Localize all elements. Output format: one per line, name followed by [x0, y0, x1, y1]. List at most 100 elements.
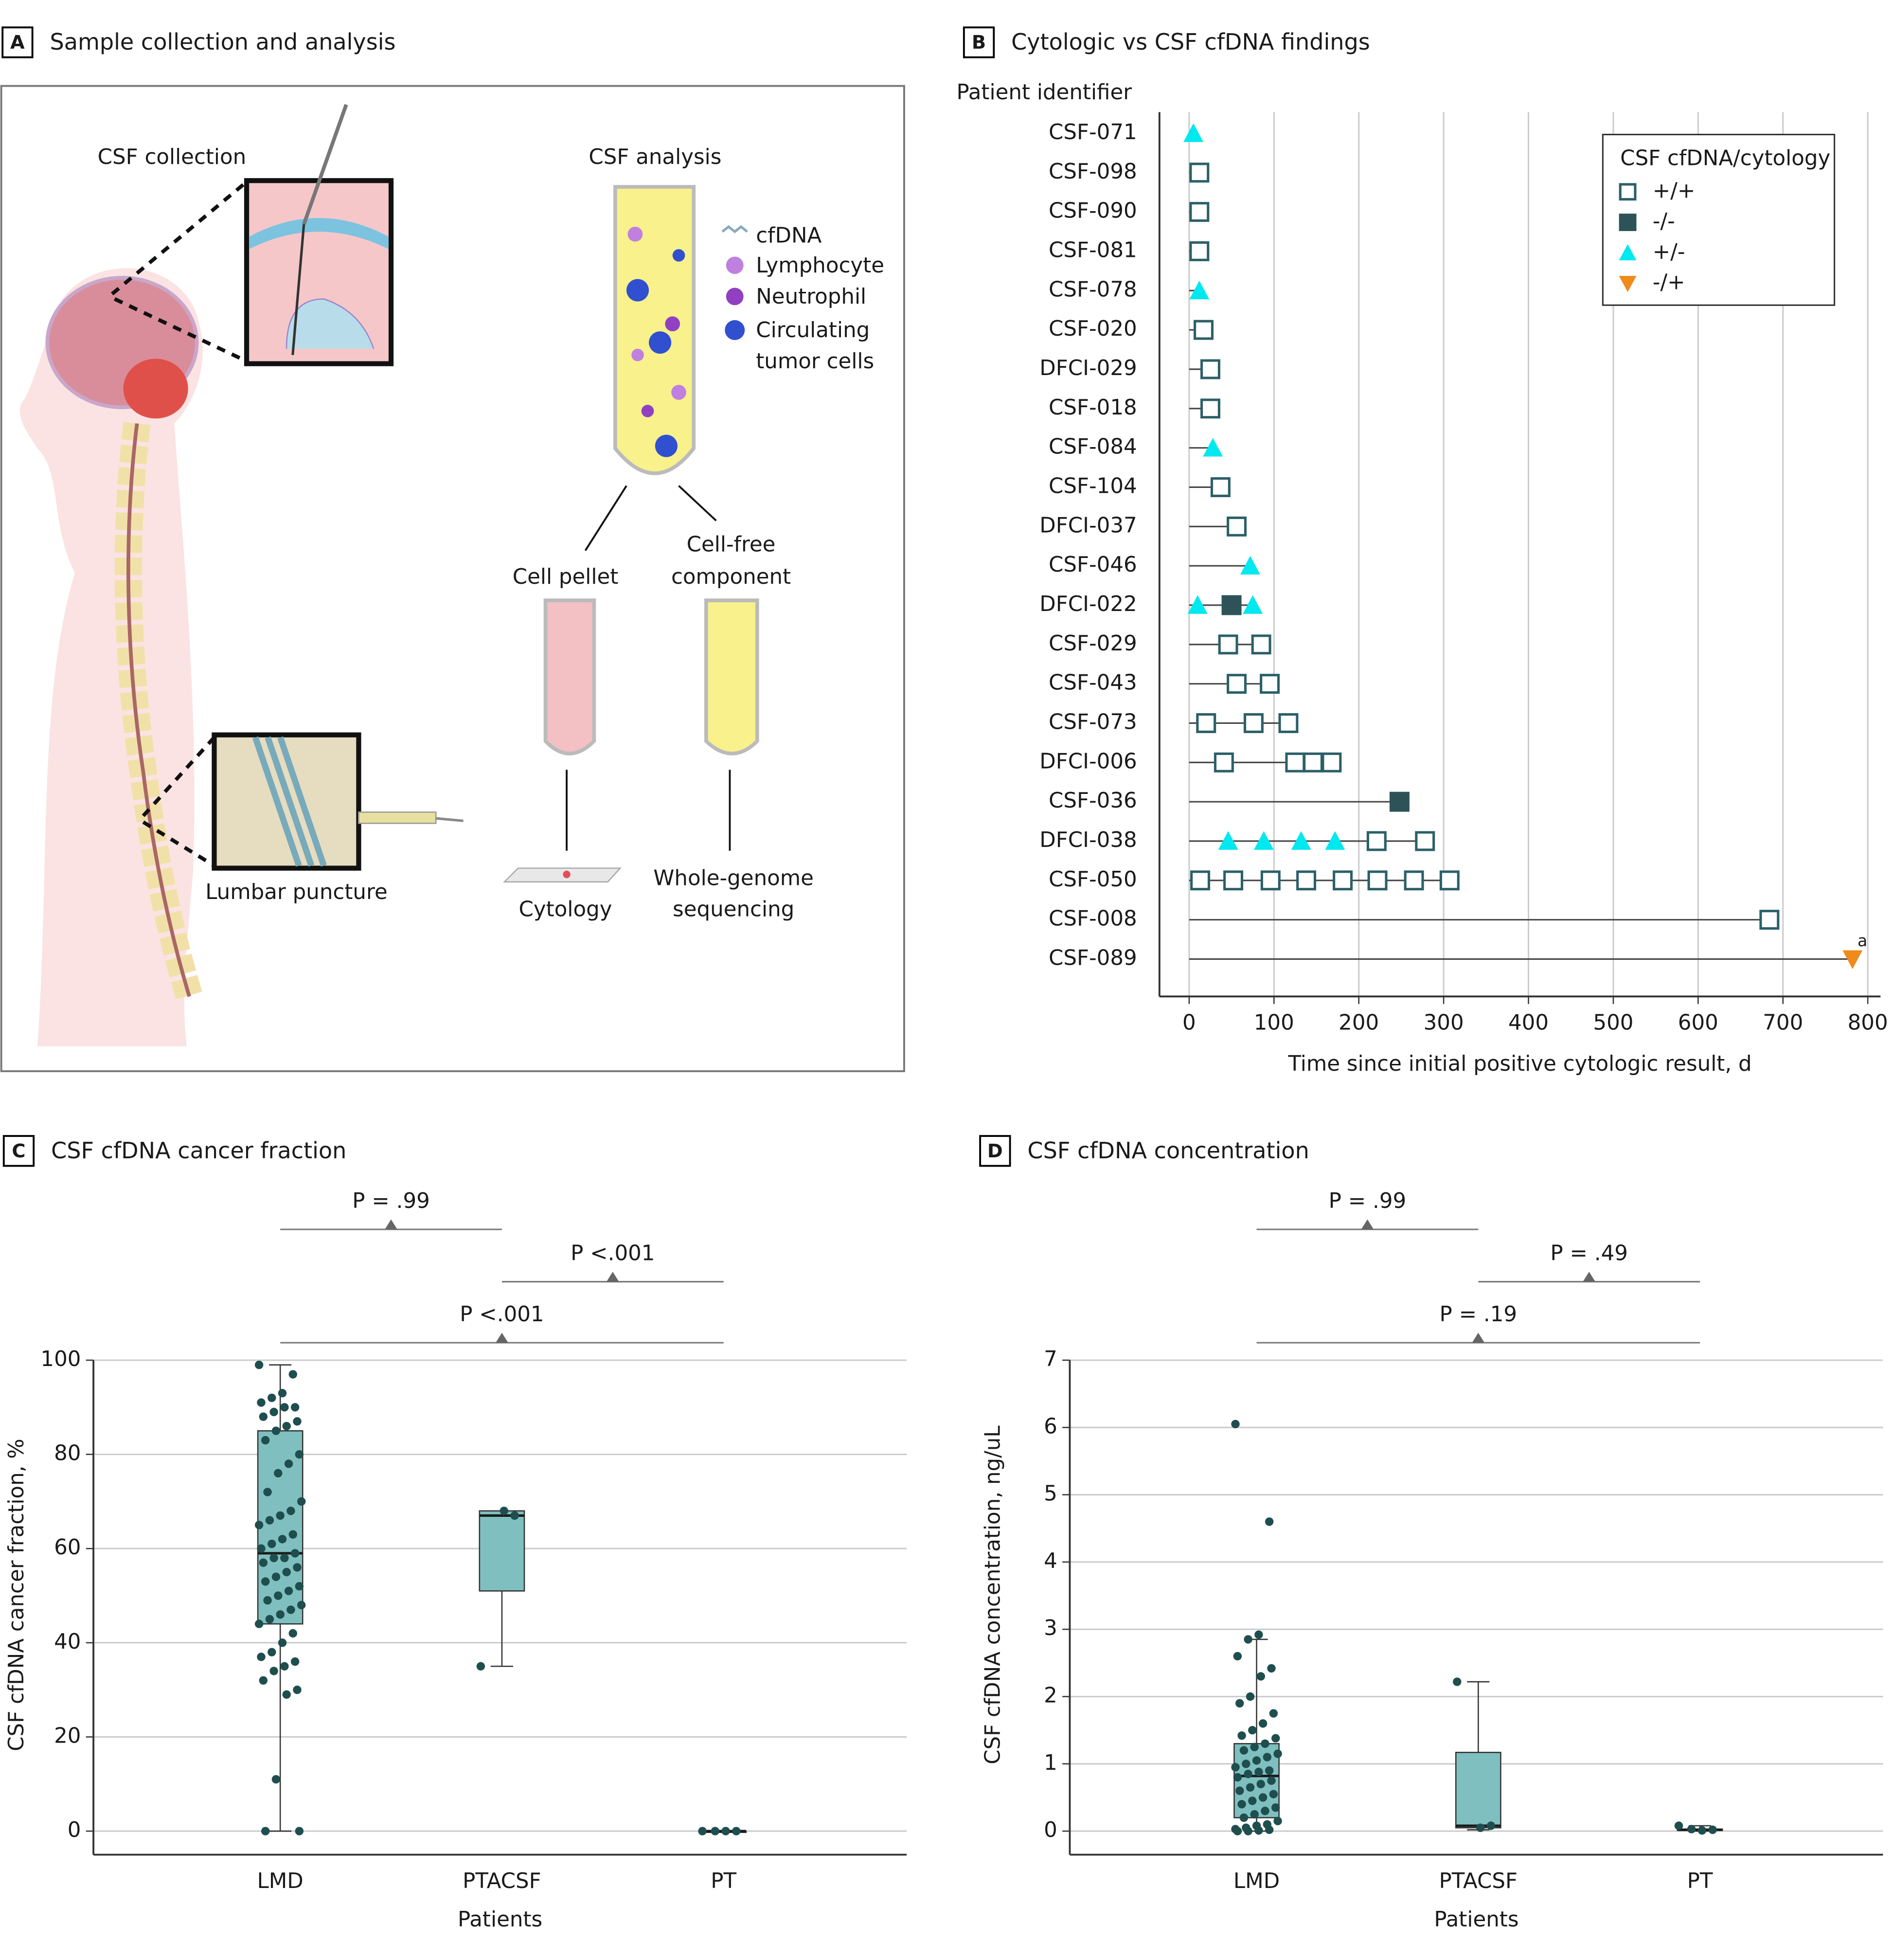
p-value: P = .99	[352, 1189, 430, 1213]
data-point	[1244, 1769, 1252, 1779]
data-point	[259, 1412, 268, 1421]
y-tick-label: 40	[54, 1630, 81, 1654]
data-point	[278, 1638, 287, 1647]
marker	[1285, 752, 1305, 773]
y-tick-label: CSF-029	[1049, 631, 1137, 656]
legend-label: cfDNA	[756, 223, 821, 248]
marker	[1203, 438, 1223, 457]
data-point	[1250, 1743, 1259, 1751]
y-tick-label: 1	[1044, 1751, 1057, 1775]
data-point	[1244, 1827, 1252, 1835]
data-point	[1486, 1821, 1496, 1830]
data-point	[261, 1577, 270, 1586]
data-point	[293, 1563, 302, 1572]
label: sequencing	[673, 898, 794, 922]
data-point	[1239, 1813, 1249, 1822]
legend-marker	[1619, 276, 1637, 292]
y-tick-label: 5	[1044, 1482, 1057, 1506]
panel-label: C	[12, 1140, 25, 1162]
marker	[1842, 950, 1863, 969]
callout-line	[142, 736, 216, 817]
y-tick-label: CSF-050	[1049, 867, 1137, 892]
marker	[1227, 674, 1247, 694]
marker	[1187, 595, 1208, 614]
annotation: a	[1857, 931, 1867, 950]
data-point	[1244, 1635, 1252, 1644]
data-point	[1246, 1783, 1255, 1792]
y-tick-label: CSF-036	[1049, 789, 1137, 813]
x-axis-label: Patients	[458, 1907, 542, 1932]
legend-title: CSF cfDNA/cytology	[1620, 146, 1830, 171]
y-tick-label: CSF-098	[1049, 160, 1137, 184]
panel-label: B	[972, 32, 986, 54]
p-value: P <.001	[460, 1302, 544, 1327]
data-point	[263, 1488, 272, 1496]
data-point	[1258, 1793, 1268, 1802]
comparison-marker	[1583, 1272, 1595, 1282]
data-point	[254, 1619, 264, 1628]
callout-line	[113, 297, 248, 363]
slide-sample	[563, 870, 571, 879]
data-point	[295, 1827, 304, 1835]
data-point	[1269, 1709, 1278, 1718]
data-point	[271, 1572, 281, 1582]
marker	[1190, 870, 1211, 891]
x-tick-label: PTACSF	[1439, 1869, 1518, 1893]
x-tick-label: 400	[1508, 1011, 1549, 1035]
data-point	[290, 1549, 300, 1558]
y-tick-label: CSF-071	[1049, 120, 1137, 144]
data-point	[290, 1403, 300, 1412]
comparison-marker	[607, 1272, 619, 1282]
marker	[1189, 280, 1210, 300]
needle	[302, 104, 348, 225]
spinal-cord	[126, 423, 191, 997]
x-tick-label: 800	[1848, 1011, 1888, 1035]
data-point	[1256, 1672, 1265, 1681]
data-point	[293, 1685, 302, 1694]
data-point	[1254, 1630, 1263, 1639]
data-point	[1261, 1739, 1269, 1748]
marker	[1367, 870, 1388, 891]
label: Lumbar puncture	[205, 880, 388, 904]
box	[479, 1510, 525, 1592]
callout-line	[111, 180, 248, 296]
p-value: P = .49	[1550, 1241, 1628, 1265]
panel-title: Cytologic vs CSF cfDNA findings	[1011, 29, 1370, 55]
marker	[1240, 556, 1260, 575]
panel-label-box	[1, 26, 34, 58]
data-point	[1453, 1677, 1462, 1686]
marker	[1189, 241, 1210, 261]
label: Whole-genome	[653, 866, 814, 891]
data-point	[1233, 1773, 1242, 1782]
data-point	[271, 1775, 281, 1784]
data-point	[276, 1610, 285, 1619]
marker	[1223, 870, 1244, 891]
legend-label: Circulating	[756, 318, 870, 342]
slide	[502, 867, 622, 883]
data-point	[732, 1827, 741, 1835]
y-tick-label: DFCI-037	[1039, 513, 1137, 538]
x-tick-label: LMD	[1233, 1869, 1280, 1893]
marker	[1759, 910, 1780, 930]
marker	[1196, 713, 1216, 733]
x-axis-label: Patients	[1434, 1907, 1518, 1932]
data-point	[1273, 1816, 1282, 1826]
y-tick-label: 4	[1044, 1549, 1057, 1573]
data-point	[261, 1436, 270, 1445]
x-axis-label: Time since initial positive cytologic re…	[1287, 1052, 1751, 1076]
marker	[1333, 870, 1353, 891]
comparison-marker	[496, 1332, 508, 1343]
data-point	[1233, 1652, 1242, 1661]
legend-cfdna	[721, 225, 748, 234]
label: component	[671, 565, 791, 589]
y-tick-label: CSF-073	[1049, 710, 1137, 734]
catheter	[291, 224, 305, 355]
y-axis-label: CSF cfDNA cancer fraction, %	[4, 1439, 29, 1751]
data-point	[284, 1586, 293, 1596]
marker	[1278, 713, 1299, 733]
marker	[1210, 477, 1231, 497]
data-point	[297, 1600, 306, 1610]
data-point	[1265, 1766, 1274, 1775]
data-point	[278, 1389, 287, 1398]
x-tick-label: 0	[1182, 1011, 1196, 1035]
